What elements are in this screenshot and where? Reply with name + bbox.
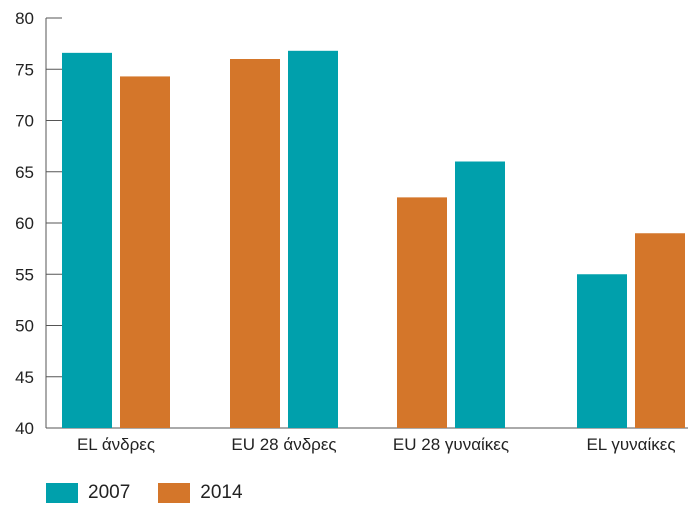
legend-swatch-2007 (46, 483, 78, 503)
bar-2014-2 (397, 197, 447, 428)
legend-label-2014: 2014 (200, 482, 243, 503)
legend: 2007 2014 (46, 482, 271, 504)
y-tick-label-40: 40 (15, 419, 34, 438)
bar-2014-3 (635, 233, 685, 428)
category-labels: EL άνδρες EU 28 άνδρες EU 28 γυναίκες EL γυ… (77, 435, 676, 454)
bar-2007-2 (455, 161, 505, 428)
legend-swatch-2014 (158, 483, 191, 503)
y-tick-label-65: 65 (15, 163, 34, 182)
y-tick-label-70: 70 (15, 112, 34, 131)
y-tick-label-55: 55 (15, 265, 34, 284)
bar-2007-0 (62, 52, 112, 428)
y-tick-labels: 40 45 50 55 60 65 70 75 80 (15, 9, 34, 438)
y-tick-label-60: 60 (15, 214, 34, 233)
bar-chart: 40 45 50 55 60 65 70 75 80 EL άνδρες EU 28 άνδρες… (15, 9, 688, 454)
y-tick-label-50: 50 (15, 317, 34, 336)
y-tick-label-75: 75 (15, 60, 34, 79)
legend-label-2007: 2007 (88, 482, 131, 503)
bar-2014-0 (120, 76, 170, 429)
legend-item-2014: 2014 (158, 482, 243, 504)
category-label-1: EU 28 άνδρες (231, 435, 336, 454)
bars (62, 50, 685, 429)
y-tick-label-80: 80 (15, 9, 34, 28)
bar-2007-3 (577, 274, 627, 428)
category-label-0: EL άνδρες (77, 435, 155, 454)
category-label-3: EL γυναίκες (586, 435, 675, 454)
bar-2007-1 (288, 50, 338, 429)
category-label-2: EU 28 γυναίκες (393, 435, 509, 454)
bar-2014-1 (230, 59, 280, 428)
legend-item-2007: 2007 (46, 482, 130, 504)
y-tick-label-45: 45 (15, 368, 34, 387)
